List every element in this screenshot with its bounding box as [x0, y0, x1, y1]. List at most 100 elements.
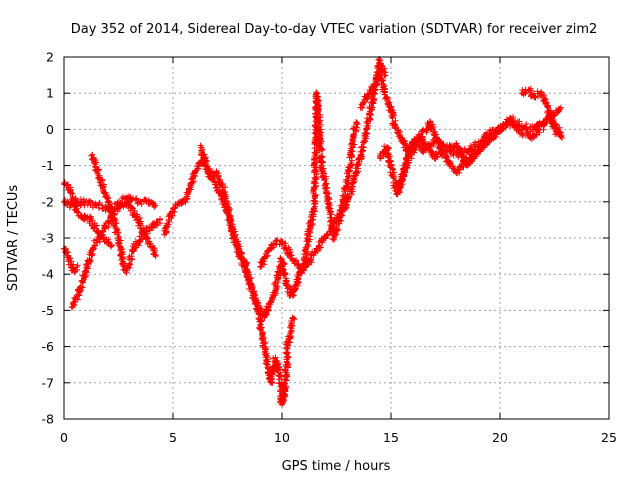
data-point — [257, 325, 264, 332]
tick-labels: 0 5 10 15 20 25 -8 -7 -6 -5 -4 -3 -2 -1 0 1 2 — [42, 50, 617, 446]
data-point — [227, 213, 234, 220]
data-point — [131, 209, 138, 216]
data-point — [281, 380, 288, 387]
x-tick-label: 0 — [60, 430, 68, 445]
x-axis-label: GPS time / hours — [282, 459, 391, 474]
y-axis-label: SDTVAR / TECUs — [6, 185, 21, 292]
data-point — [262, 348, 269, 355]
data-point — [105, 199, 112, 206]
data-point — [65, 256, 72, 263]
data-point — [282, 385, 289, 392]
data-point — [279, 397, 286, 404]
data-point — [214, 184, 221, 191]
data-point — [136, 215, 143, 222]
data-point — [200, 154, 207, 161]
data-point — [289, 314, 296, 321]
data-point — [92, 161, 99, 168]
data-point — [105, 224, 112, 231]
data-point — [91, 243, 98, 250]
data-point — [140, 231, 147, 238]
data-point — [286, 332, 293, 339]
y-tick-label: 2 — [46, 50, 54, 65]
data-point — [184, 191, 191, 198]
data-point — [231, 233, 238, 240]
data-point — [275, 366, 282, 373]
y-tick-label: 0 — [46, 122, 54, 137]
data-point — [283, 359, 290, 366]
data-point — [63, 248, 70, 255]
data-point — [151, 203, 158, 210]
y-tick-label: -2 — [42, 194, 54, 209]
data-point — [90, 225, 97, 232]
data-point — [285, 360, 292, 367]
data-point — [89, 221, 96, 228]
data-point — [287, 328, 294, 335]
y-tick-label: -3 — [42, 231, 54, 246]
x-tick-label: 15 — [383, 430, 399, 445]
data-point — [110, 221, 117, 228]
data-point — [124, 263, 131, 270]
data-point — [69, 193, 76, 200]
data-point — [261, 349, 268, 356]
data-point — [256, 318, 263, 325]
data-point — [257, 305, 264, 312]
data-point — [77, 283, 84, 290]
data-point — [80, 198, 87, 205]
data-point — [199, 146, 206, 153]
data-points — [60, 56, 566, 408]
data-point — [68, 189, 75, 196]
data-point — [152, 253, 159, 260]
data-point — [131, 244, 138, 251]
data-point — [283, 350, 290, 357]
data-point — [99, 177, 106, 184]
data-point — [148, 243, 155, 250]
data-point — [81, 268, 88, 275]
data-point — [273, 286, 280, 293]
series-trace-f — [125, 216, 164, 263]
data-point — [245, 269, 252, 276]
data-point — [133, 197, 140, 204]
series-trace-h — [197, 89, 361, 321]
data-point — [107, 204, 114, 211]
data-point — [129, 256, 136, 263]
data-point — [128, 204, 135, 211]
data-point — [153, 218, 160, 225]
data-point — [108, 242, 115, 249]
data-point — [246, 279, 253, 286]
data-point — [95, 167, 102, 174]
data-point — [95, 172, 102, 179]
data-point — [91, 225, 98, 232]
data-point — [263, 360, 270, 367]
data-point — [116, 204, 123, 211]
data-point — [100, 228, 107, 235]
data-point — [215, 173, 222, 180]
data-point — [284, 354, 291, 361]
data-point — [146, 240, 153, 247]
data-point — [74, 263, 81, 270]
y-tick-label: -8 — [42, 412, 55, 427]
data-point — [128, 253, 135, 260]
data-point — [232, 232, 239, 239]
data-point — [128, 246, 135, 253]
data-point — [255, 315, 262, 322]
data-point — [81, 202, 88, 209]
data-point — [156, 216, 163, 223]
data-point — [220, 198, 227, 205]
data-point — [259, 317, 266, 324]
data-point — [265, 304, 272, 311]
data-point — [89, 151, 96, 158]
data-point — [354, 119, 361, 126]
data-point — [86, 256, 93, 263]
y-tick-label: 1 — [46, 86, 54, 101]
data-point — [200, 159, 207, 166]
series-trace-e — [88, 151, 134, 276]
data-point — [135, 242, 142, 249]
y-tick-label: -4 — [42, 267, 55, 282]
x-tick-label: 10 — [274, 430, 290, 445]
data-point — [108, 210, 115, 217]
data-point — [234, 242, 241, 249]
y-tick-label: -1 — [42, 158, 54, 173]
x-tick-label: 25 — [601, 430, 617, 445]
data-point — [288, 317, 295, 324]
